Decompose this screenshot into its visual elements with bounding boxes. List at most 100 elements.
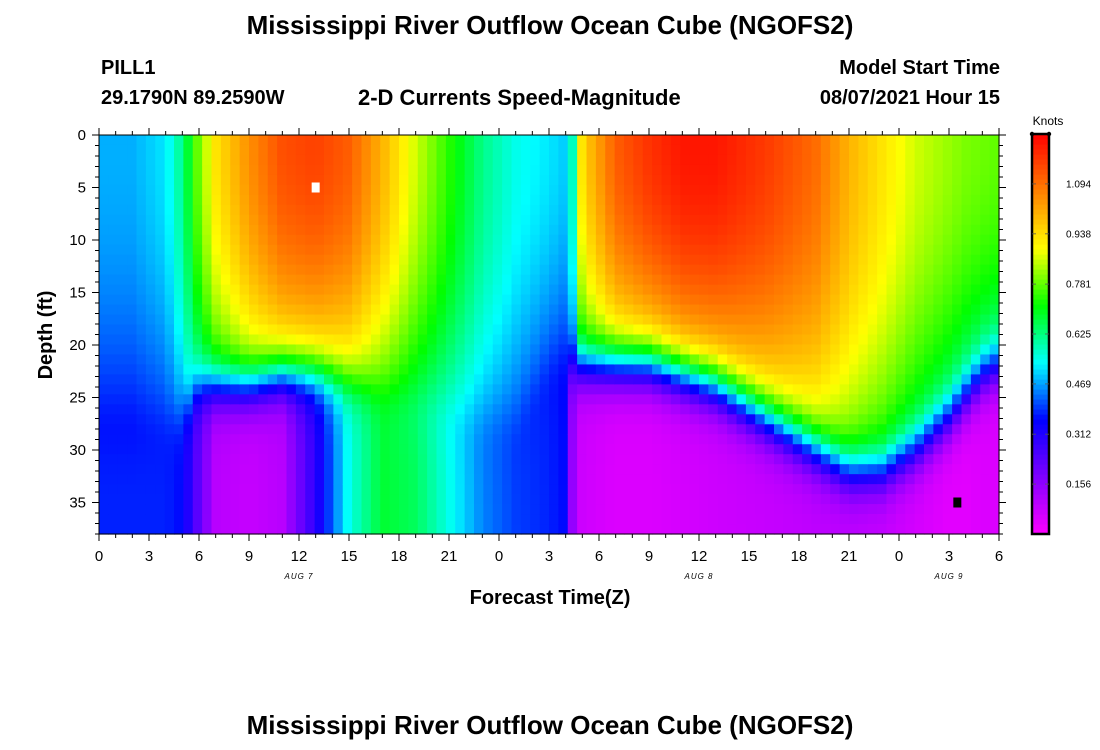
heatmap-cell <box>136 404 147 415</box>
heatmap-cell <box>192 374 203 385</box>
heatmap-cell <box>417 284 428 296</box>
heatmap-cell <box>502 484 513 495</box>
heatmap-cell <box>155 374 166 385</box>
heatmap-cell <box>127 274 138 286</box>
heatmap-cell <box>202 364 213 375</box>
heatmap-cell <box>342 144 353 156</box>
heatmap-cell <box>305 144 316 156</box>
heatmap-cell <box>436 514 447 525</box>
heatmap-cell <box>511 374 522 385</box>
heatmap-cell <box>286 164 297 176</box>
heatmap-cell <box>895 214 906 226</box>
heatmap-cell <box>333 304 344 316</box>
heatmap-cell <box>774 444 784 455</box>
chart-subtitle: 2-D Currents Speed-Magnitude <box>358 85 681 110</box>
heatmap-cell <box>324 324 334 336</box>
heatmap-cell <box>408 244 419 256</box>
heatmap-cell <box>886 384 897 395</box>
heatmap-cell <box>249 284 259 296</box>
heatmap-cell <box>839 394 850 405</box>
heatmap-cell <box>867 414 878 425</box>
heatmap-cell <box>192 454 203 465</box>
heatmap-cell <box>595 324 606 336</box>
heatmap-cell <box>492 474 503 485</box>
heatmap-cell <box>942 324 953 336</box>
heatmap-cell <box>895 364 906 375</box>
heatmap-cell <box>333 484 344 495</box>
heatmap-cell <box>802 474 813 485</box>
heatmap-cell <box>642 254 653 266</box>
heatmap-cell <box>155 164 166 176</box>
heatmap-cell <box>689 364 700 375</box>
heatmap-cell <box>886 214 897 226</box>
heatmap-cell <box>436 234 447 246</box>
heatmap-cell <box>736 204 747 216</box>
heatmap-cell <box>624 384 634 395</box>
heatmap-cell <box>211 474 222 485</box>
heatmap-cell <box>286 394 297 405</box>
heatmap-cell <box>867 504 878 515</box>
heatmap-cell <box>399 254 409 266</box>
colorbar-band <box>1032 339 1049 345</box>
heatmap-cell <box>699 434 709 445</box>
heatmap-cell <box>680 224 691 236</box>
heatmap-cell <box>586 394 597 405</box>
heatmap-cell <box>314 374 325 385</box>
heatmap-cell <box>314 354 325 366</box>
heatmap-cell <box>427 474 438 485</box>
heatmap-cell <box>333 454 344 465</box>
heatmap-cell <box>230 524 241 535</box>
heatmap-cell <box>295 434 306 445</box>
heatmap-cell <box>745 284 756 296</box>
heatmap-cell <box>970 394 981 405</box>
heatmap-cell <box>549 194 559 206</box>
heatmap-cell <box>755 254 766 266</box>
heatmap-cell <box>127 324 138 336</box>
heatmap-cell <box>624 244 634 256</box>
heatmap-cell <box>230 184 241 196</box>
heatmap-cell <box>417 454 428 465</box>
heatmap-cell <box>905 194 916 206</box>
heatmap-cell <box>389 374 400 385</box>
heatmap-cell <box>736 304 747 316</box>
heatmap-cell <box>802 524 813 535</box>
heatmap-cell <box>820 135 831 146</box>
heatmap-cell <box>286 484 297 495</box>
heatmap-cell <box>277 514 288 525</box>
heatmap-cell <box>389 264 400 276</box>
heatmap-cell <box>267 374 278 385</box>
heatmap-cell <box>277 314 288 326</box>
heatmap-cell <box>239 354 250 366</box>
heatmap-cell <box>145 284 156 296</box>
heatmap-cell <box>464 274 475 286</box>
heatmap-cell <box>492 414 503 425</box>
heatmap-cell <box>614 164 625 176</box>
heatmap-cell <box>408 174 419 186</box>
heatmap-cell <box>849 354 859 366</box>
heatmap-cell <box>886 414 897 425</box>
heatmap-cell <box>511 474 522 485</box>
heatmap-cell <box>839 374 850 385</box>
heatmap-cell <box>614 254 625 266</box>
heatmap-cell <box>511 334 522 346</box>
colorbar-band <box>1032 379 1049 385</box>
heatmap-cell <box>202 474 213 485</box>
heatmap-cell <box>839 154 850 166</box>
heatmap-cell <box>277 244 288 256</box>
heatmap-cell <box>745 484 756 495</box>
heatmap-cell <box>136 214 147 226</box>
heatmap-cell <box>961 244 972 256</box>
heatmap-cell <box>980 404 991 415</box>
colorbar-tick-label: 0.312 <box>1066 430 1091 441</box>
heatmap-cell <box>511 434 522 445</box>
heatmap-cell <box>108 434 119 445</box>
heatmap-cell <box>792 394 803 405</box>
heatmap-cell <box>577 464 588 475</box>
heatmap-cell <box>127 334 138 346</box>
heatmap-cell <box>811 154 822 166</box>
heatmap-cell <box>661 464 672 475</box>
heatmap-cell <box>108 304 119 316</box>
heatmap-cell <box>333 394 344 405</box>
heatmap-cell <box>211 174 222 186</box>
heatmap-cell <box>867 135 878 146</box>
